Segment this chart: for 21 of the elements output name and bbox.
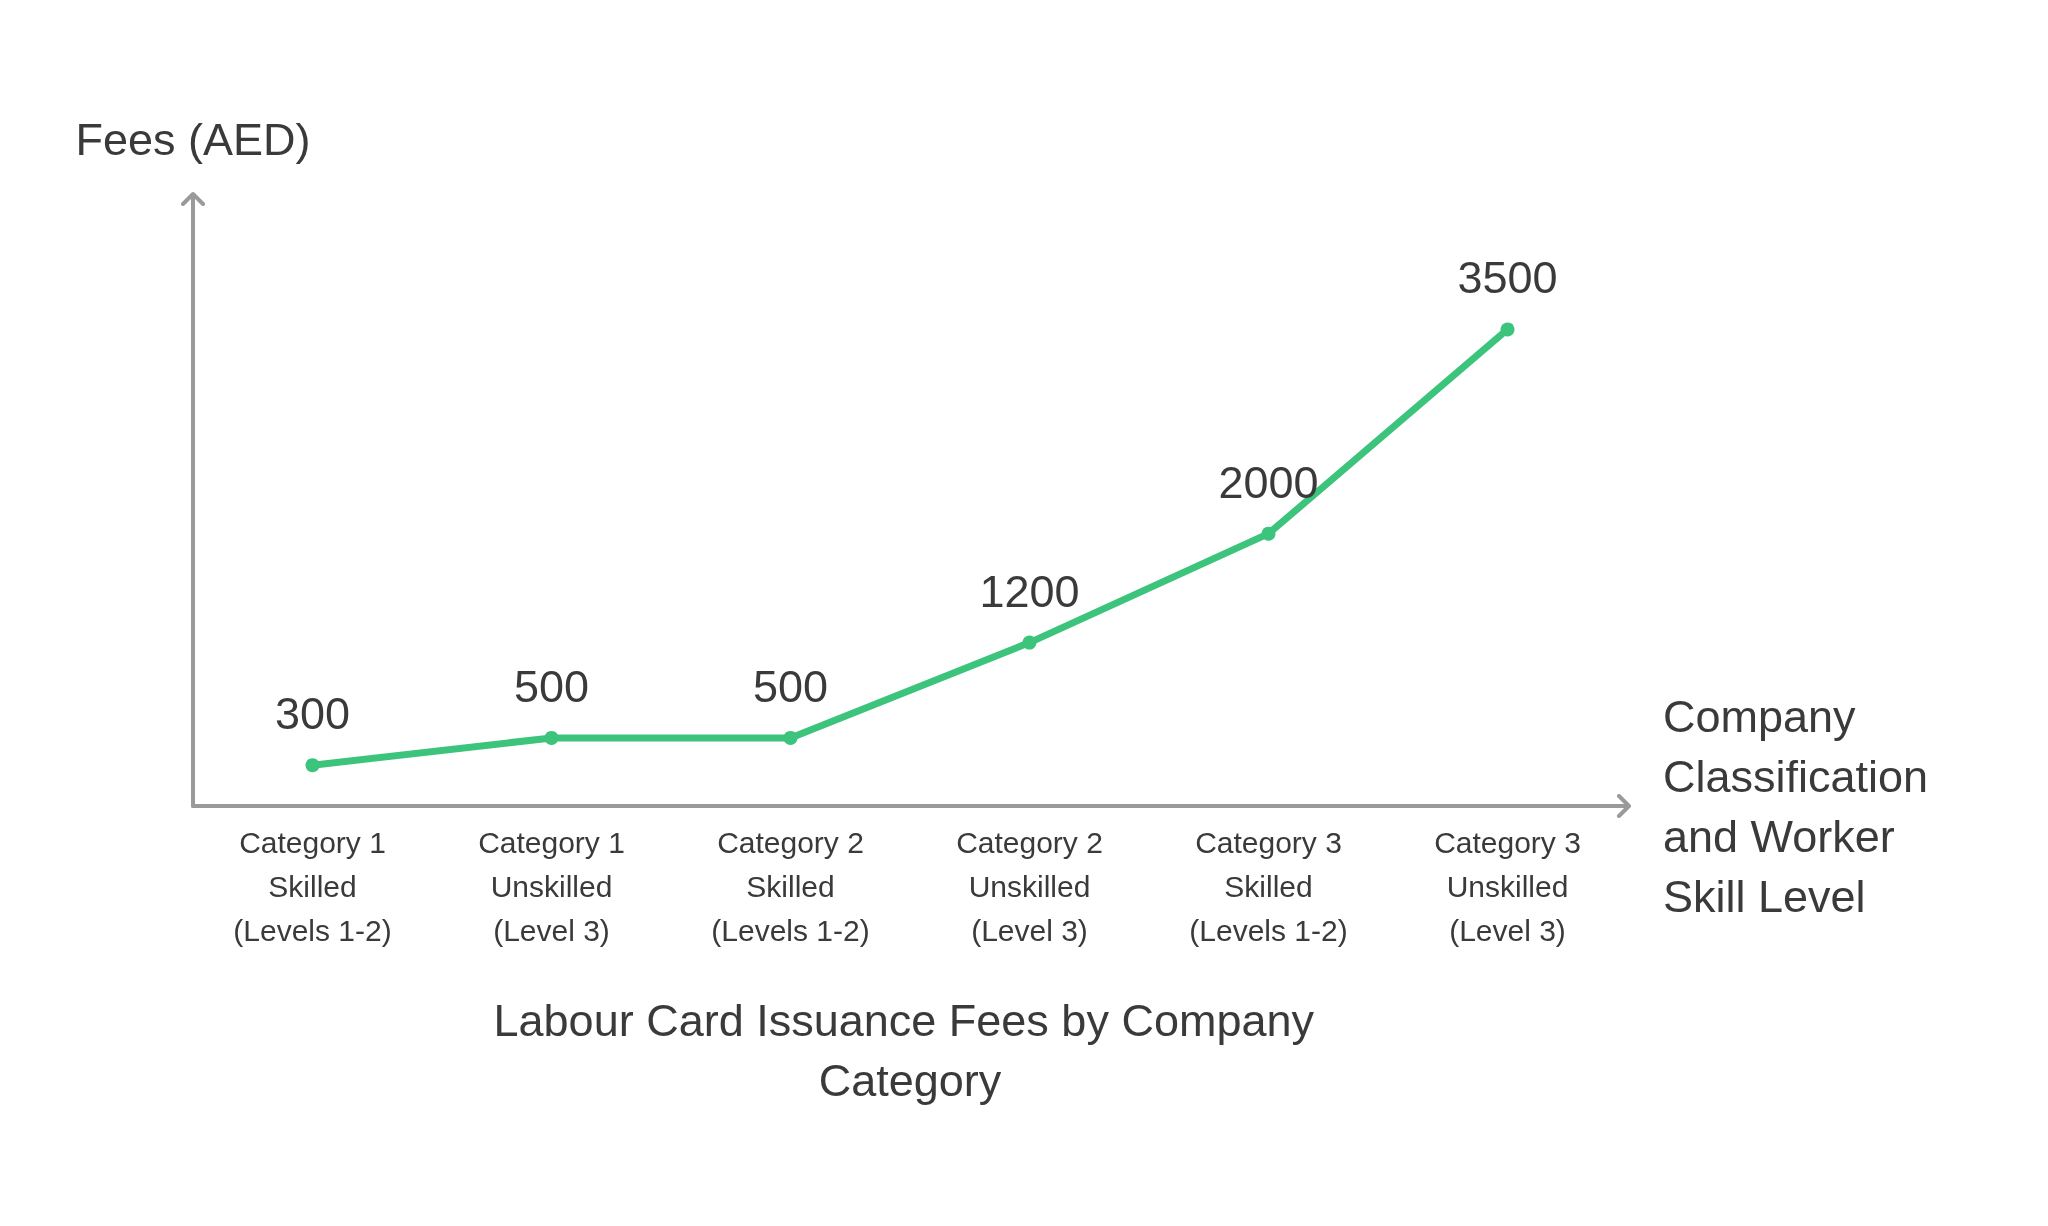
- data-label: 500: [752, 660, 829, 712]
- point: [544, 730, 559, 745]
- x-tick-label: Category 3 Unskilled (Level 3): [1434, 825, 1581, 947]
- x-tick-label: Category 2 Skilled (Levels 1-2): [711, 825, 870, 947]
- x-axis-title: Company Classification and Worker Skill Level: [1663, 690, 1929, 922]
- point: [783, 730, 798, 745]
- data-label: 500: [513, 660, 590, 712]
- y-axis-title: Fees (AED): [75, 114, 311, 165]
- x-tick-label: Category 1 Skilled (Levels 1-2): [233, 825, 392, 947]
- point: [1261, 526, 1276, 541]
- data-label: 2000: [1218, 456, 1319, 508]
- data-label: 1200: [979, 565, 1080, 617]
- text: Labour Card Issuance Fees by Company Category: [493, 994, 1327, 1106]
- data-label: 3500: [1457, 252, 1558, 304]
- x-tick-label: Category 2 Unskilled (Level 3): [956, 825, 1103, 947]
- data-label: 300: [274, 688, 351, 740]
- x-tick-label: Category 1 Unskilled (Level 3): [478, 825, 625, 947]
- point: [1500, 322, 1515, 337]
- point: [1022, 635, 1037, 650]
- point: [305, 758, 320, 773]
- x-tick-label: Category 3 Skilled (Levels 1-2): [1189, 825, 1348, 947]
